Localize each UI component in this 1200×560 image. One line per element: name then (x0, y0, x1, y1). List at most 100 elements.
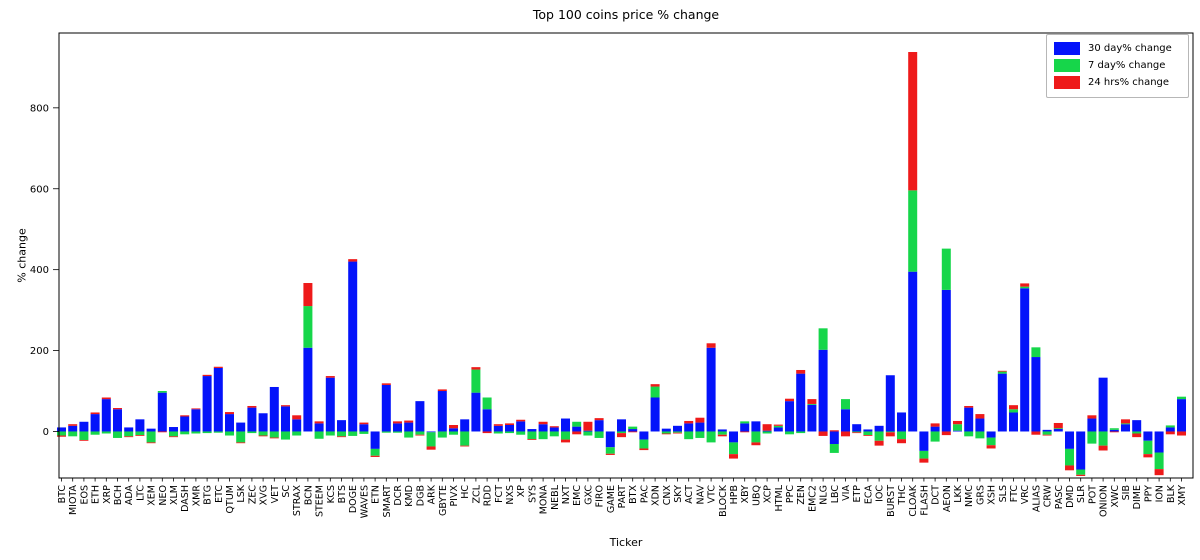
bar-segment (773, 425, 783, 428)
x-tick-label: ETN (371, 485, 382, 504)
bar-segment (482, 409, 492, 432)
bar-segment (572, 421, 582, 427)
bar-segment (135, 435, 145, 436)
bar-segment (281, 406, 290, 432)
bar-segment (751, 431, 761, 443)
bar-segment (1087, 431, 1097, 444)
x-tick-label: NXS (505, 485, 516, 505)
bar-segment (885, 432, 895, 437)
bar-segment (941, 248, 951, 290)
bar-segment (113, 408, 122, 410)
bar-segment (617, 431, 626, 434)
x-tick-label: EMC (572, 485, 583, 506)
bar-segment (1132, 431, 1142, 434)
x-axis-label: Ticker (609, 536, 643, 549)
bar-segment (101, 431, 111, 434)
bar-segment (997, 373, 1007, 432)
bar-segment (1154, 452, 1164, 470)
legend-label-30day: 30 day% change (1088, 43, 1172, 54)
legend-entry-7day: 7 day% change (1054, 57, 1182, 74)
bar-segment (68, 424, 78, 426)
bar-segment (1042, 434, 1052, 436)
bar-segment (1020, 288, 1030, 432)
bar-segment (796, 431, 806, 434)
bar-segment (1143, 440, 1153, 455)
bar-segment (684, 431, 694, 440)
x-tick-label: POT (1087, 485, 1098, 504)
bar-segment (1087, 415, 1097, 419)
bar-segment (90, 431, 100, 435)
x-tick-label: BCH (113, 485, 124, 505)
bar-segment (68, 431, 78, 437)
bar-segment (482, 431, 492, 434)
bar-segment (348, 259, 358, 262)
bar-segment (135, 431, 145, 436)
bar-segment (650, 386, 660, 398)
bar-segment (594, 431, 604, 438)
bar-segment (1076, 431, 1086, 470)
bar-segment (426, 446, 436, 450)
bar-segment (673, 431, 682, 433)
bar-segment (1165, 425, 1175, 428)
x-tick-label: QTUM (225, 485, 236, 513)
bar-segment (807, 404, 817, 432)
bar-segment (975, 418, 985, 432)
x-tick-label: NXT (561, 485, 572, 504)
bar-segment (538, 421, 548, 425)
x-tick-label: BLK (1166, 484, 1177, 503)
bar-segment (258, 435, 268, 437)
bar-segment (269, 386, 279, 432)
bar-segment (841, 409, 850, 432)
bar-segment (841, 399, 850, 410)
bar-segment (650, 384, 660, 387)
x-tick-label: LSK (236, 484, 247, 502)
bar-segment (124, 431, 134, 437)
x-tick-label: DMD (1065, 485, 1076, 508)
bar-segment (269, 437, 279, 439)
x-tick-label: SC (281, 485, 292, 498)
bar-segment (1053, 422, 1063, 429)
bar-segment (426, 432, 436, 447)
bar-segment (225, 431, 234, 436)
x-tick-label: XBY (740, 485, 751, 504)
bar-segment (359, 422, 369, 425)
bar-segment (583, 430, 593, 432)
bar-segment (415, 431, 425, 435)
bar-segment (829, 431, 839, 445)
bar-segment (213, 431, 223, 433)
bar-segment (897, 412, 906, 432)
bar-segment (1154, 431, 1164, 453)
bar-segment (303, 283, 313, 307)
bar-segment (751, 442, 761, 446)
x-tick-label: NEO (158, 485, 169, 506)
bar-segment (964, 405, 974, 408)
x-tick-label: WAVES (359, 485, 370, 518)
x-tick-label: BTS (337, 485, 348, 503)
x-tick-label: UBQ (751, 485, 762, 506)
x-tick-label: PART (617, 485, 628, 509)
x-tick-label: DCR (393, 485, 404, 506)
bar-segment (482, 397, 492, 410)
legend-entry-30day: 30 day% change (1054, 40, 1182, 57)
bar-segment (561, 431, 570, 440)
bar-segment (863, 435, 873, 436)
bar-segment (79, 439, 89, 441)
bar-segment (113, 409, 122, 432)
bar-segment (964, 431, 974, 437)
bar-segment (561, 439, 570, 443)
bar-segment (695, 422, 705, 432)
bar-segment (191, 408, 201, 410)
x-tick-label: DASH (180, 485, 191, 512)
bar-segment (1020, 283, 1030, 287)
bar-segment (729, 442, 738, 455)
bar-segment (527, 429, 537, 432)
bar-segment (673, 425, 682, 432)
x-tick-label: VIA (841, 485, 852, 501)
x-tick-label: KMD (404, 485, 415, 507)
bar-segment (146, 428, 156, 432)
x-tick-label: GAME (606, 485, 617, 513)
bar-segment (785, 401, 794, 432)
bar-segment (695, 431, 705, 438)
bar-segment (583, 421, 593, 431)
